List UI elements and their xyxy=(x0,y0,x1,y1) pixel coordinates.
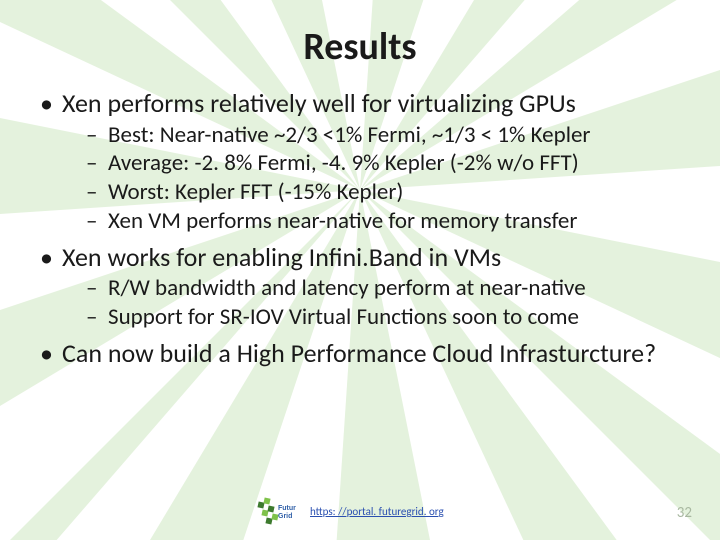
sub-bullet-item: Average: -2. 8% Fermi, -4. 9% Kepler (-2… xyxy=(62,149,692,178)
sub-bullet-item: Worst: Kepler FFT (-15% Kepler) xyxy=(62,178,692,207)
sub-bullet-item: R/W bandwidth and latency perform at nea… xyxy=(62,274,692,303)
svg-text:Grid: Grid xyxy=(278,513,292,520)
future-grid-logo-icon: Future Grid xyxy=(256,496,296,530)
footer-link[interactable]: https: //portal. futuregrid. org xyxy=(310,505,444,518)
slide: Results Xen performs relatively well for… xyxy=(0,0,720,540)
bullet-item: Can now build a High Performance Cloud I… xyxy=(36,338,692,369)
sub-bullet-item: Best: Near-native ~2/3 <1% Fermi, ~1/3 <… xyxy=(62,121,692,150)
slide-content: Xen performs relatively well for virtual… xyxy=(0,76,720,369)
slide-title: Results xyxy=(0,0,720,76)
svg-text:Future: Future xyxy=(278,505,296,512)
sub-bullet-item: Support for SR-IOV Virtual Functions soo… xyxy=(62,303,692,332)
page-number: 32 xyxy=(677,504,692,522)
sub-bullet-item: Xen VM performs near-native for memory t… xyxy=(62,207,692,236)
bullet-text: Xen works for enabling Infini.Band in VM… xyxy=(62,241,501,273)
slide-footer: Future Grid https: //portal. futuregrid.… xyxy=(0,492,720,532)
bullet-item: Xen performs relatively well for virtual… xyxy=(36,88,692,236)
bullet-text: Can now build a High Performance Cloud I… xyxy=(62,337,656,369)
bullet-item: Xen works for enabling Infini.Band in VM… xyxy=(36,242,692,332)
bullet-text: Xen performs relatively well for virtual… xyxy=(62,87,576,119)
